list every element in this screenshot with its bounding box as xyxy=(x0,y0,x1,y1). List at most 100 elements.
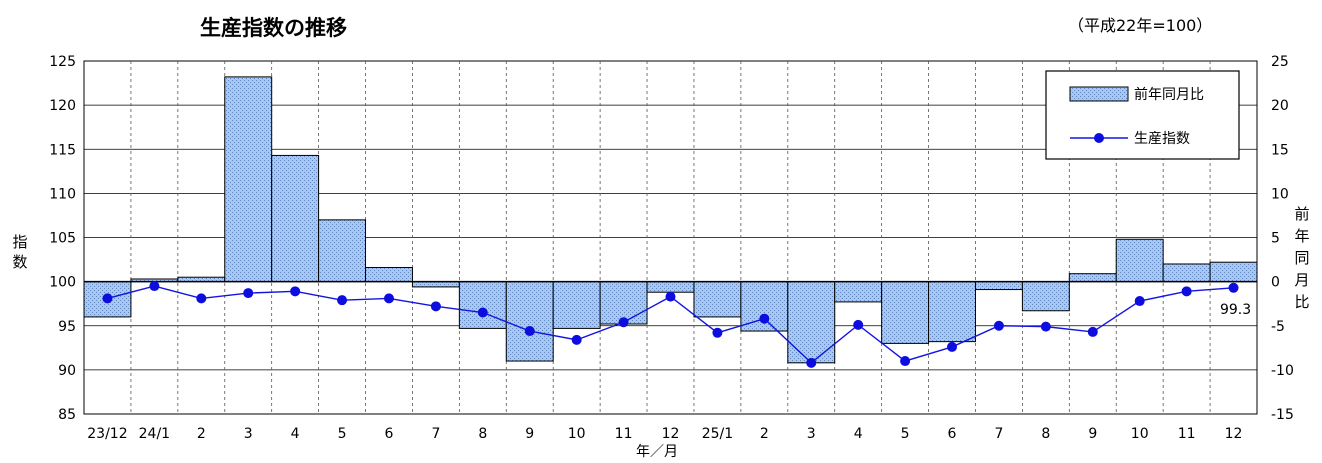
data-point xyxy=(1087,326,1098,337)
y-tick-label-right: 25 xyxy=(1271,54,1289,70)
bar xyxy=(1068,273,1117,283)
y-tick-label-right: 5 xyxy=(1271,231,1280,247)
data-point xyxy=(712,327,723,338)
x-tick-label: 4 xyxy=(854,426,863,442)
y-tick-label-left: 115 xyxy=(49,142,76,158)
data-point xyxy=(1228,282,1239,293)
data-point xyxy=(665,291,676,302)
x-tick-label: 5 xyxy=(901,426,910,442)
x-tick-label: 3 xyxy=(244,426,253,442)
bar xyxy=(928,281,976,343)
bar xyxy=(599,281,648,325)
data-point xyxy=(1040,321,1051,332)
legend-swatch-bar xyxy=(1069,86,1129,102)
x-tick-label: 9 xyxy=(525,426,534,442)
x-tick-label: 23/12 xyxy=(87,426,127,442)
legend-label-line: 生産指数 xyxy=(1134,131,1190,147)
data-point xyxy=(571,334,582,345)
data-point xyxy=(806,357,817,368)
x-tick-label: 5 xyxy=(338,426,347,442)
bar xyxy=(1209,261,1258,283)
data-point xyxy=(1181,286,1192,297)
x-axis-label: 年／月 xyxy=(636,444,678,460)
x-tick-label: 12 xyxy=(662,426,680,442)
x-tick-label: 11 xyxy=(615,426,633,442)
bar xyxy=(458,281,507,329)
data-point xyxy=(993,320,1004,331)
y-tick-label-left: 110 xyxy=(49,186,76,202)
x-tick-label: 7 xyxy=(431,426,440,442)
x-tick-label: 8 xyxy=(1041,426,1050,442)
y-tick-label-left: 90 xyxy=(58,363,76,379)
bar xyxy=(365,267,413,283)
x-tick-label: 8 xyxy=(478,426,487,442)
y-tick-label-right: 20 xyxy=(1271,98,1289,114)
x-tick-label: 10 xyxy=(568,426,586,442)
bar xyxy=(974,281,1023,291)
bar xyxy=(552,281,601,329)
data-point xyxy=(618,317,629,328)
y-tick-label-left: 105 xyxy=(49,231,76,247)
x-tick-label: 25/1 xyxy=(702,426,733,442)
data-point xyxy=(243,288,254,299)
y-tick-label-right: -10 xyxy=(1271,363,1294,379)
y-tick-label-left: 95 xyxy=(58,319,76,335)
x-tick-label: 9 xyxy=(1088,426,1097,442)
bar xyxy=(1021,281,1070,312)
x-tick-label: 4 xyxy=(291,426,300,442)
bar xyxy=(1115,238,1164,283)
chart-subtitle: （平成22年=100） xyxy=(1068,16,1213,35)
x-tick-label: 11 xyxy=(1178,426,1196,442)
data-label: 99.3 xyxy=(1220,302,1251,318)
data-point xyxy=(853,319,864,330)
y-tick-label-right: 0 xyxy=(1271,275,1280,291)
y-tick-label-left: 125 xyxy=(49,54,76,70)
data-point xyxy=(290,286,301,297)
bar xyxy=(411,281,460,288)
bar xyxy=(834,281,883,303)
data-point xyxy=(900,356,911,367)
legend-box xyxy=(1045,70,1240,160)
y-tick-label-right: 10 xyxy=(1271,186,1289,202)
data-point xyxy=(524,326,535,337)
bar xyxy=(881,281,930,344)
x-tick-label: 6 xyxy=(385,426,394,442)
y-tick-label-left: 100 xyxy=(49,275,76,291)
chart-title: 生産指数の推移 xyxy=(200,16,347,40)
y-tick-label-left: 85 xyxy=(58,407,76,423)
bar xyxy=(271,154,320,283)
bar xyxy=(318,219,367,283)
y-axis-label-left: 指数 xyxy=(12,233,28,271)
bar xyxy=(693,281,742,318)
data-point xyxy=(102,293,113,304)
data-point xyxy=(430,301,441,312)
data-point xyxy=(196,293,207,304)
bar xyxy=(787,281,836,364)
data-point xyxy=(477,307,488,318)
bar xyxy=(646,281,695,293)
data-point xyxy=(149,281,160,292)
data-point xyxy=(383,293,394,304)
x-tick-label: 7 xyxy=(994,426,1003,442)
x-tick-label: 3 xyxy=(807,426,816,442)
bar xyxy=(1162,263,1211,283)
legend-swatch-marker xyxy=(1094,133,1104,143)
bar xyxy=(505,281,554,362)
x-tick-label: 6 xyxy=(948,426,957,442)
legend-label-bar: 前年同月比 xyxy=(1134,86,1204,103)
data-point xyxy=(337,295,348,306)
x-tick-label: 2 xyxy=(760,426,769,442)
x-tick-label: 10 xyxy=(1131,426,1149,442)
y-tick-label-right: 15 xyxy=(1271,142,1289,158)
y-axis-label-right: 前年同月比 xyxy=(1294,205,1310,311)
x-tick-label: 24/1 xyxy=(139,426,170,442)
y-tick-label-right: -15 xyxy=(1271,407,1294,423)
y-tick-label-right: -5 xyxy=(1271,319,1285,335)
data-point xyxy=(1134,296,1145,307)
y-tick-label-left: 120 xyxy=(49,98,76,114)
data-point xyxy=(947,341,958,352)
x-tick-label: 2 xyxy=(197,426,206,442)
